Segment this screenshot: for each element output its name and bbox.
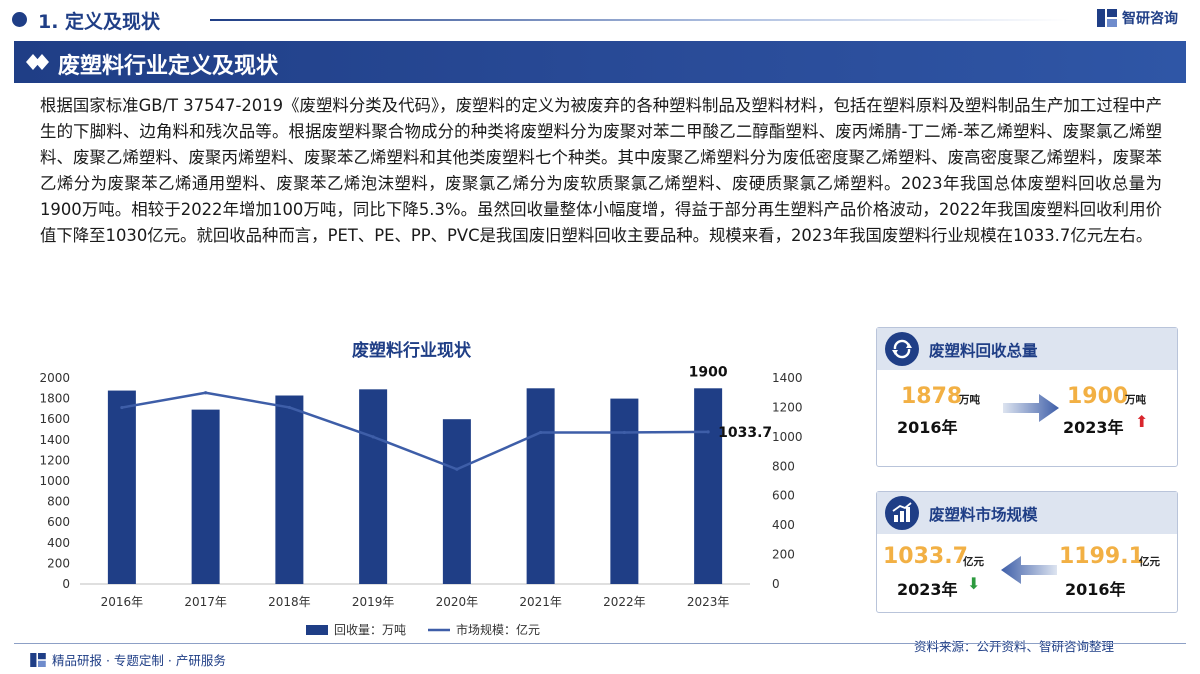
- year-label: 2023年: [897, 580, 958, 599]
- year-label: 2016年: [897, 418, 958, 437]
- brand-logo: 智研咨询: [1097, 8, 1178, 28]
- growth-chart-icon: [885, 496, 919, 530]
- x-tick-label: 2022年: [603, 595, 646, 609]
- x-tick-label: 2021年: [519, 595, 562, 609]
- section-dot-icon: [12, 12, 27, 27]
- series-line: [121, 391, 709, 471]
- bar: [191, 409, 220, 584]
- x-tick-label: 2016年: [101, 595, 144, 609]
- card-header: 废塑料回收总量: [877, 328, 1177, 370]
- left-axis-tick: 800: [47, 495, 70, 509]
- x-tick-label: 2020年: [436, 595, 479, 609]
- right-axis-tick: 600: [772, 489, 795, 503]
- right-axis-tick: 400: [772, 518, 795, 532]
- left-axis-tick: 1200: [39, 453, 70, 467]
- legend-swatch-bar: [306, 625, 328, 635]
- year-label: 2023年: [1063, 418, 1124, 437]
- line-point: [539, 430, 543, 435]
- footer-text: 精品研报 · 专题定制 · 产研服务: [52, 653, 226, 668]
- x-tick-label: 2023年: [687, 595, 730, 609]
- data-label: 1033.7: [718, 425, 772, 441]
- x-tick-label: 2018年: [268, 595, 311, 609]
- bar: [610, 398, 639, 584]
- bar: [526, 388, 555, 584]
- title-banner: 废塑料行业定义及现状: [14, 41, 1186, 83]
- unit-label: 万吨: [1125, 394, 1146, 406]
- source-note: 资料来源：公开资料、智研咨询整理: [914, 639, 1115, 654]
- unit-label: 亿元: [963, 556, 984, 568]
- left-axis-tick: 0: [62, 577, 70, 591]
- line-point: [371, 435, 375, 439]
- footer-divider: [14, 643, 1186, 644]
- right-axis-tick: 1400: [772, 371, 803, 385]
- intro-paragraph: 根据国家标准GB/T 37547-2019《废塑料分类及代码》，废塑料的定义为被…: [40, 96, 1162, 245]
- top-bar: 1. 定义及现状 智研咨询: [0, 0, 1200, 40]
- market-size-card: 废塑料市场规模 1033.7 亿元 2023年 ⬇ 1199.1 亿元 2016…: [876, 491, 1178, 613]
- data-label: 1900: [689, 364, 728, 380]
- right-axis-tick: 1200: [772, 400, 803, 414]
- section-label: 1. 定义及现状: [38, 11, 161, 33]
- header-divider: [210, 19, 1070, 21]
- bar: [694, 388, 723, 584]
- value-2023: 1900: [1067, 384, 1129, 409]
- line-point: [120, 405, 124, 410]
- brand-name: 智研咨询: [1122, 11, 1178, 27]
- line-point: [706, 430, 710, 434]
- bar: [359, 389, 388, 584]
- bar: [107, 390, 136, 584]
- unit-label: 万吨: [959, 394, 980, 406]
- value-2016: 1878: [901, 384, 963, 409]
- bar: [275, 395, 304, 584]
- right-axis-tick: 800: [772, 459, 795, 473]
- card-header: 废塑料市场规模: [877, 492, 1177, 534]
- brand-mark-icon: [1097, 9, 1117, 27]
- legend-label: 回收量：万吨: [334, 623, 406, 637]
- left-axis-tick: 600: [47, 515, 70, 529]
- chart-title: 废塑料行业现状: [352, 341, 471, 361]
- arrow-left-icon: [1001, 556, 1057, 584]
- page-title: 废塑料行业定义及现状: [58, 54, 279, 79]
- left-axis-tick: 200: [47, 556, 70, 570]
- left-axis-tick: 1000: [39, 474, 70, 488]
- recycle-icon: [885, 332, 919, 366]
- bar: [442, 419, 471, 584]
- value-2023: 1033.7: [883, 544, 968, 569]
- line-point: [287, 405, 291, 410]
- left-axis-tick: 1600: [39, 412, 70, 426]
- legend-label: 市场规模：亿元: [456, 622, 540, 637]
- line-point: [622, 430, 626, 435]
- value-2016: 1199.1: [1059, 544, 1144, 569]
- arrow-right-icon: [1003, 394, 1059, 422]
- x-tick-label: 2017年: [184, 595, 227, 609]
- card-title: 废塑料市场规模: [929, 506, 1038, 524]
- right-axis-tick: 1000: [772, 430, 803, 444]
- left-axis-tick: 2000: [39, 371, 70, 385]
- recycle-total-card: 废塑料回收总量 1878 万吨 2016年 1900 万吨 2023年 ⬆: [876, 327, 1178, 467]
- combo-chart: 0 200 400 600 800 1000 1200 1400 1600 1800 2000 0 20…: [39, 364, 803, 637]
- brand-mark-icon: [30, 652, 46, 667]
- x-tick-label: 2019年: [352, 595, 395, 609]
- line-point: [455, 467, 459, 471]
- left-axis-tick: 1400: [39, 433, 70, 447]
- right-axis-tick: 200: [772, 548, 795, 562]
- diamond-icon: [26, 54, 49, 70]
- unit-label: 亿元: [1139, 556, 1160, 568]
- line-point: [204, 391, 208, 395]
- year-label: 2016年: [1065, 580, 1126, 599]
- arrow-down-icon: ⬇: [967, 574, 981, 593]
- card-title: 废塑料回收总量: [929, 342, 1038, 360]
- right-axis-tick: 0: [772, 577, 780, 591]
- left-axis-tick: 1800: [39, 392, 70, 406]
- arrow-up-icon: ⬆: [1135, 412, 1149, 431]
- left-axis-tick: 400: [47, 536, 70, 550]
- footer-tagline: 精品研报 · 专题定制 · 产研服务: [30, 650, 226, 669]
